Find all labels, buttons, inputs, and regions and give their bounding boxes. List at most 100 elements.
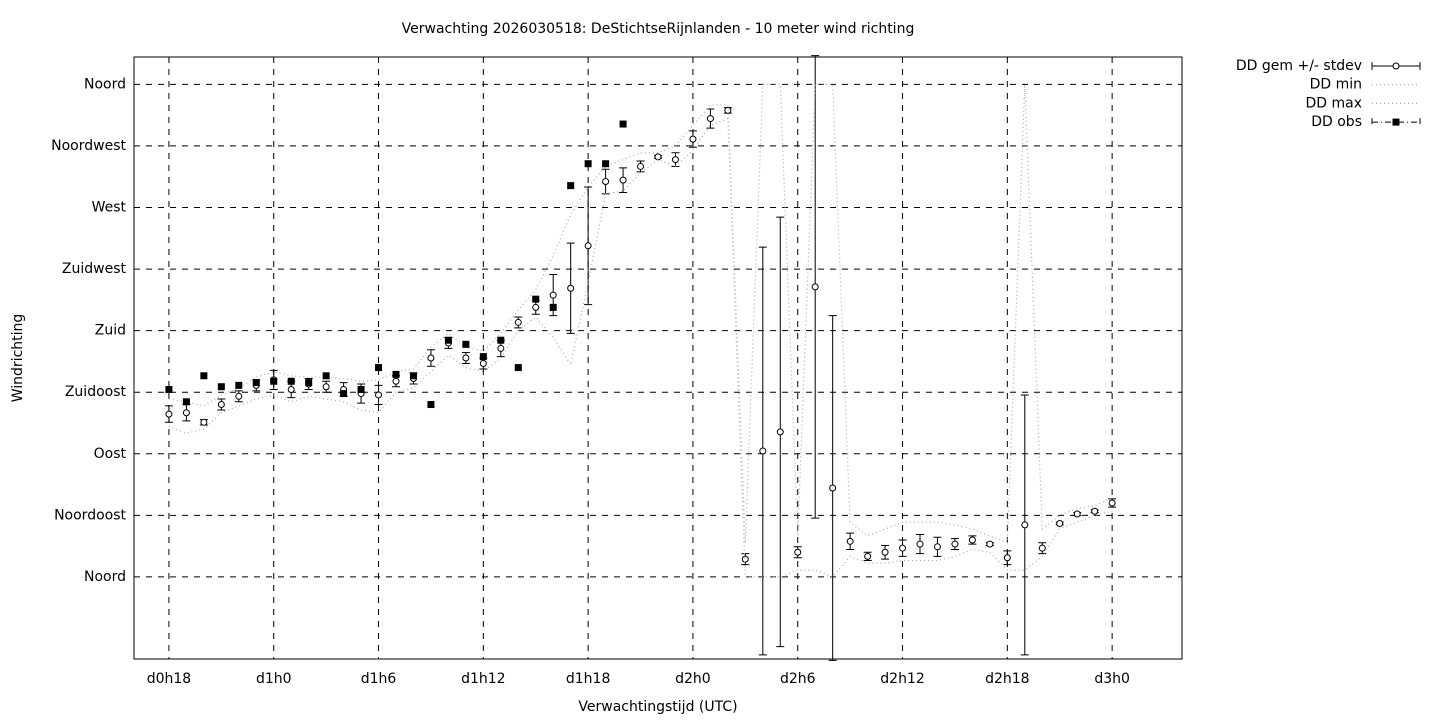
mean-point (968, 536, 976, 544)
mean-point (462, 354, 470, 362)
mean-point (846, 537, 854, 545)
mean-point (217, 401, 225, 409)
x-tick-label: d1h18 (566, 671, 610, 687)
mean-point (1056, 520, 1064, 528)
obs-point (584, 160, 592, 168)
mean-point (322, 383, 330, 391)
obs-point (287, 377, 295, 385)
obs-point (357, 385, 365, 393)
obs-point (567, 182, 575, 190)
mean-point (427, 354, 435, 362)
mean-point (584, 242, 592, 250)
mean-point (375, 391, 383, 399)
obs-point (235, 381, 243, 389)
mean-point (706, 115, 714, 123)
mean-point (986, 540, 994, 548)
mean-point (951, 540, 959, 548)
mean-point (514, 318, 522, 326)
obs-point (409, 372, 417, 380)
x-axis-label: Verwachtingstijd (UTC) (578, 699, 737, 715)
y-tick-label: Zuid (95, 323, 126, 339)
y-tick-label: Zuidwest (62, 261, 127, 277)
obs-point (322, 372, 330, 380)
legend-label: DD min (1310, 77, 1362, 93)
legend-swatch (1371, 118, 1421, 127)
mean-point (1021, 521, 1029, 529)
mean-point (1003, 554, 1011, 562)
mean-point (776, 428, 784, 436)
y-tick-label: Oost (94, 446, 127, 462)
x-tick-label: d2h18 (985, 671, 1029, 687)
obs-point (305, 379, 313, 387)
range-line (168, 117, 1113, 578)
obs-point (427, 401, 435, 409)
obs-point (619, 120, 627, 128)
mean-point (811, 283, 819, 291)
y-axis-label: Windrichting (10, 314, 26, 403)
legend-label: DD gem +/- stdev (1236, 58, 1362, 74)
obs-point (602, 160, 610, 168)
obs-point (252, 379, 260, 387)
legend-swatch (1392, 118, 1400, 126)
mean-point (671, 156, 679, 164)
obs-point (549, 303, 557, 311)
mean-point (916, 540, 924, 548)
obs-point (270, 377, 278, 385)
obs-point (182, 398, 190, 406)
obs-point (340, 390, 348, 398)
mean-point (619, 176, 627, 184)
obs-point (375, 364, 383, 372)
mean-point (200, 418, 208, 426)
mean-point (1108, 499, 1116, 507)
mean-point (479, 359, 487, 367)
mean-point (637, 162, 645, 170)
obs-point (165, 385, 173, 393)
mean-point (899, 544, 907, 552)
mean-point (165, 410, 173, 418)
mean-point (392, 377, 400, 385)
mean-point (1038, 544, 1046, 552)
chart-title: Verwachting 2026030518: DeStichtseRijnla… (402, 21, 915, 37)
obs-point (514, 364, 522, 372)
x-tick-label: d3h0 (1094, 671, 1130, 687)
obs-point (444, 336, 452, 344)
legend-label: DD obs (1311, 114, 1362, 130)
mean-point (741, 555, 749, 563)
x-tick-label: d2h0 (675, 671, 711, 687)
obs-point (200, 372, 208, 380)
mean-point (182, 409, 190, 417)
mean-point (759, 447, 767, 455)
x-tick-label: d1h0 (256, 671, 292, 687)
obs-point (497, 336, 505, 344)
y-tick-label: West (92, 200, 127, 216)
obs-point (392, 370, 400, 378)
y-tick-label: Noord (84, 569, 126, 585)
mean-point (1091, 507, 1099, 515)
x-tick-label: d2h6 (780, 671, 816, 687)
obs-point (532, 295, 540, 303)
mean-point (287, 385, 295, 393)
mean-point (549, 291, 557, 299)
y-tick-label: Zuidoost (65, 384, 127, 400)
mean-point (933, 543, 941, 551)
legend-swatch (1392, 62, 1400, 70)
x-tick-label: d0h18 (147, 671, 191, 687)
range-line (168, 83, 1113, 544)
mean-point (654, 153, 662, 161)
x-tick-label: d2h12 (880, 671, 924, 687)
legend-label: DD max (1305, 95, 1362, 111)
plot-frame (133, 56, 1183, 660)
mean-point (881, 548, 889, 556)
y-tick-label: Noordoost (54, 507, 126, 523)
y-tick-label: Noord (84, 76, 126, 92)
mean-point (235, 392, 243, 400)
mean-point (567, 284, 575, 292)
mean-point (829, 484, 837, 492)
mean-point (864, 552, 872, 560)
obs-point (217, 383, 225, 391)
mean-point (532, 303, 540, 311)
mean-point (602, 178, 610, 186)
mean-point (1073, 510, 1081, 518)
x-tick-label: d1h6 (361, 671, 397, 687)
